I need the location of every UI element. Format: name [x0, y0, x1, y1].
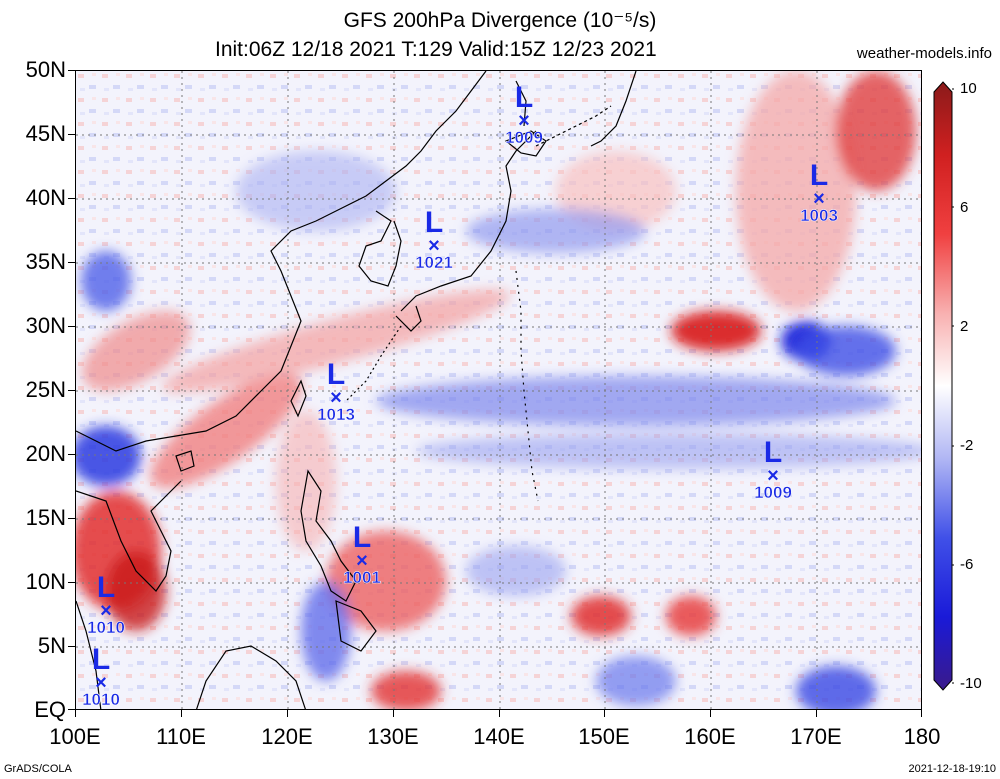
- low-pressure-center: L × 1009: [505, 81, 543, 147]
- divergence-map: L × 1009 L × 1003 L × 1021 L × 1013 L × 1009 L × 100…: [75, 70, 922, 710]
- x-tick-label: 140E: [473, 724, 525, 749]
- map-subtitle: Init:06Z 12/18 2021 T:129 Valid:15Z 12/2…: [215, 38, 657, 61]
- x-tick: [287, 710, 288, 717]
- y-tick: [68, 70, 75, 71]
- y-tick-label: 50N: [25, 57, 66, 82]
- x-tick: [499, 710, 500, 717]
- footer-timestamp: 2021-12-18-19:10: [908, 763, 996, 775]
- low-pressure-center: L × 1001: [343, 521, 381, 587]
- x-tick-label: 150E: [578, 724, 630, 749]
- y-tick-label: 20N: [25, 441, 66, 466]
- y-tick-label: 40N: [25, 185, 66, 210]
- y-tick-label: EQ: [34, 697, 66, 722]
- low-pressure-center: L × 1003: [800, 159, 838, 225]
- x-tick: [393, 710, 394, 717]
- y-tick-label: 30N: [25, 313, 66, 338]
- y-tick: [68, 134, 75, 135]
- low-pressure-center: L × 1009: [754, 436, 792, 502]
- coastlines: [76, 71, 637, 709]
- y-tick: [68, 262, 75, 263]
- x-tick-label: 120E: [261, 724, 313, 749]
- colorbar-label: -6: [960, 556, 974, 573]
- low-pressure-center: L × 1010: [87, 571, 125, 637]
- y-tick-label: 10N: [25, 569, 66, 594]
- x-tick: [921, 710, 922, 717]
- y-tick: [68, 709, 75, 710]
- x-tick-label: 100E: [49, 724, 101, 749]
- y-tick: [68, 518, 75, 519]
- y-tick: [68, 582, 75, 583]
- grid-lines: [76, 71, 921, 709]
- y-tick-label: 25N: [25, 377, 66, 402]
- low-pressure-center: L × 1010: [82, 643, 120, 709]
- divergence-field: [76, 71, 921, 709]
- y-tick: [68, 646, 75, 647]
- x-tick: [816, 710, 817, 717]
- colorbar: [933, 81, 954, 691]
- low-pressure-center: L × 1013: [317, 358, 355, 424]
- site-credit: weather-models.info: [856, 45, 992, 62]
- y-tick-label: 5N: [37, 633, 66, 658]
- x-tick: [181, 710, 182, 717]
- y-tick: [68, 454, 75, 455]
- low-pressure-center: L × 1021: [415, 206, 453, 272]
- x-tick: [75, 710, 76, 717]
- map-title: GFS 200hPa Divergence (10⁻⁵/s): [343, 9, 657, 32]
- y-tick-label: 35N: [25, 249, 66, 274]
- x-tick-label: 110E: [156, 724, 206, 749]
- colorbar-label: -2: [960, 437, 974, 454]
- colorbar-label: 2: [960, 318, 969, 335]
- x-tick-label: 160E: [684, 724, 736, 749]
- x-tick: [604, 710, 605, 717]
- y-tick: [68, 326, 75, 327]
- x-tick-label: 180: [903, 724, 941, 749]
- colorbar-label: -10: [960, 675, 982, 692]
- x-tick: [710, 710, 711, 717]
- x-tick-label: 130E: [367, 724, 419, 749]
- y-tick-label: 15N: [25, 505, 66, 530]
- x-tick-label: 170E: [790, 724, 842, 749]
- colorbar-label: 10: [960, 80, 977, 97]
- y-tick: [68, 390, 75, 391]
- y-tick-label: 45N: [25, 121, 66, 146]
- y-tick: [68, 198, 75, 199]
- colorbar-label: 6: [960, 199, 969, 216]
- footer-credit: GrADS/COLA: [4, 763, 72, 775]
